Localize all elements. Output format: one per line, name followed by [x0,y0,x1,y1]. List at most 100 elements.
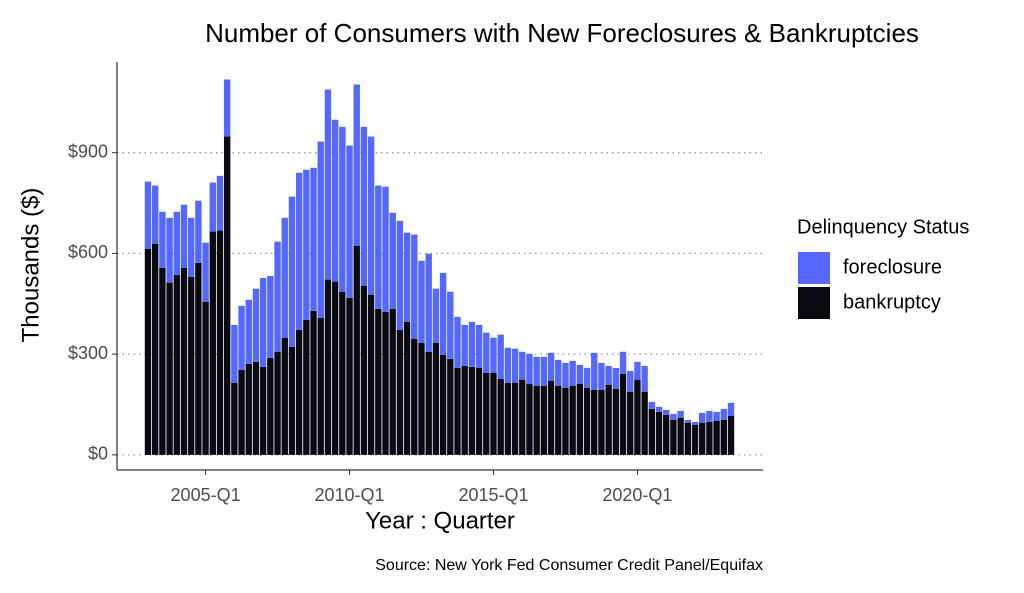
bar-segment [166,282,173,455]
bar-segment [425,351,432,455]
bar-segment [562,362,569,388]
bar-segment [526,383,533,455]
bar-segment [663,414,670,455]
bar-segment [166,217,173,283]
bar-segment [497,334,504,379]
bar-segment [569,360,576,386]
bar-segment [691,425,699,455]
bar-segment [468,321,476,367]
source-note: Source: New York Fed Consumer Credit Pan… [375,557,763,574]
bar-segment [555,385,562,455]
bar-segment [252,361,260,455]
bar-segment [576,383,584,455]
bar-segment [634,379,641,455]
bar-segment [490,372,497,455]
bar-segment [598,389,605,455]
bar-segment [699,412,706,423]
y-tick-label: $900 [68,141,108,161]
bar-segment [648,401,656,409]
bar-segment [447,291,454,359]
bar-segment [303,169,310,320]
bar-segment [173,211,180,275]
bar-segment [187,217,195,277]
bar-segment [454,316,461,368]
bar-segment [684,422,692,455]
bar-segment [375,185,382,309]
bar-segment [396,329,404,455]
legend-label: bankruptcy [843,291,941,313]
chart-title: Number of Consumers with New Foreclosure… [205,18,919,48]
bar-segment [439,354,447,455]
legend-label: foreclosure [843,256,942,278]
bar-segment [159,267,166,455]
bar-segment [310,167,317,311]
bar-segment [533,385,540,455]
bar-segment [720,419,728,455]
bar-segment [511,348,519,383]
bar-segment [432,342,440,455]
bar-segment [281,337,288,455]
y-tick-label: $600 [68,242,108,262]
bar-segment [627,370,634,392]
bar-segment [461,324,468,366]
bar-segment [252,288,260,362]
bar-segment [180,267,188,455]
bar-segment [281,217,288,338]
bar-segment [547,352,555,381]
bar-segment [562,387,569,455]
bar-segment [576,364,584,384]
bar-segment [267,357,274,455]
bar-segment [324,89,332,280]
bar-segment [151,185,159,244]
bar-segment [727,415,735,455]
bar-segment [411,338,418,455]
bar-segment [375,308,382,455]
bar-segment [454,367,461,455]
bar-segment [245,299,252,364]
bar-segment [526,353,533,384]
bar-segment [475,367,483,455]
bar-segment [346,145,353,298]
bar-segment [641,391,648,455]
legend-title: Delinquency Status [797,216,969,238]
bar-segment [634,361,641,380]
bar-segment [274,241,281,352]
bar-segment [144,248,152,455]
bar-segment [295,329,303,455]
bar-segment [331,281,339,455]
bar-segment [418,342,425,455]
bar-segment [238,305,245,370]
bar-segment [605,384,612,455]
bar-segment [339,126,346,292]
bar-segment [403,321,411,455]
bar-segment [483,332,490,373]
bar-segment [202,301,209,455]
bar-segment [195,262,202,455]
bar-segment [195,200,202,263]
bar-segment [677,410,684,418]
bar-segment [555,359,562,386]
bar-segment [641,365,648,392]
bar-segment [569,385,576,455]
bar-segment [180,204,188,268]
bar-segment [519,379,526,455]
bar-segment [202,242,209,302]
bar-segment [324,279,332,455]
bar-segment [267,275,274,358]
bar-segment [367,136,375,295]
bar-segment [605,365,612,385]
bar-segment [619,373,627,455]
bar-segment [655,406,663,412]
bar-segment [540,385,548,455]
bar-segment [540,356,548,386]
bar-segment [583,367,591,388]
x-tick-label: 2005-Q1 [171,485,241,505]
bar-segment [382,311,389,455]
x-tick-label: 2020-Q1 [602,485,672,505]
bar-segment [447,358,454,455]
bar-segment [159,211,166,268]
bar-segment [245,363,252,455]
bar-segment [288,346,296,455]
bar-segment [713,420,720,455]
bar-segment [598,362,605,390]
